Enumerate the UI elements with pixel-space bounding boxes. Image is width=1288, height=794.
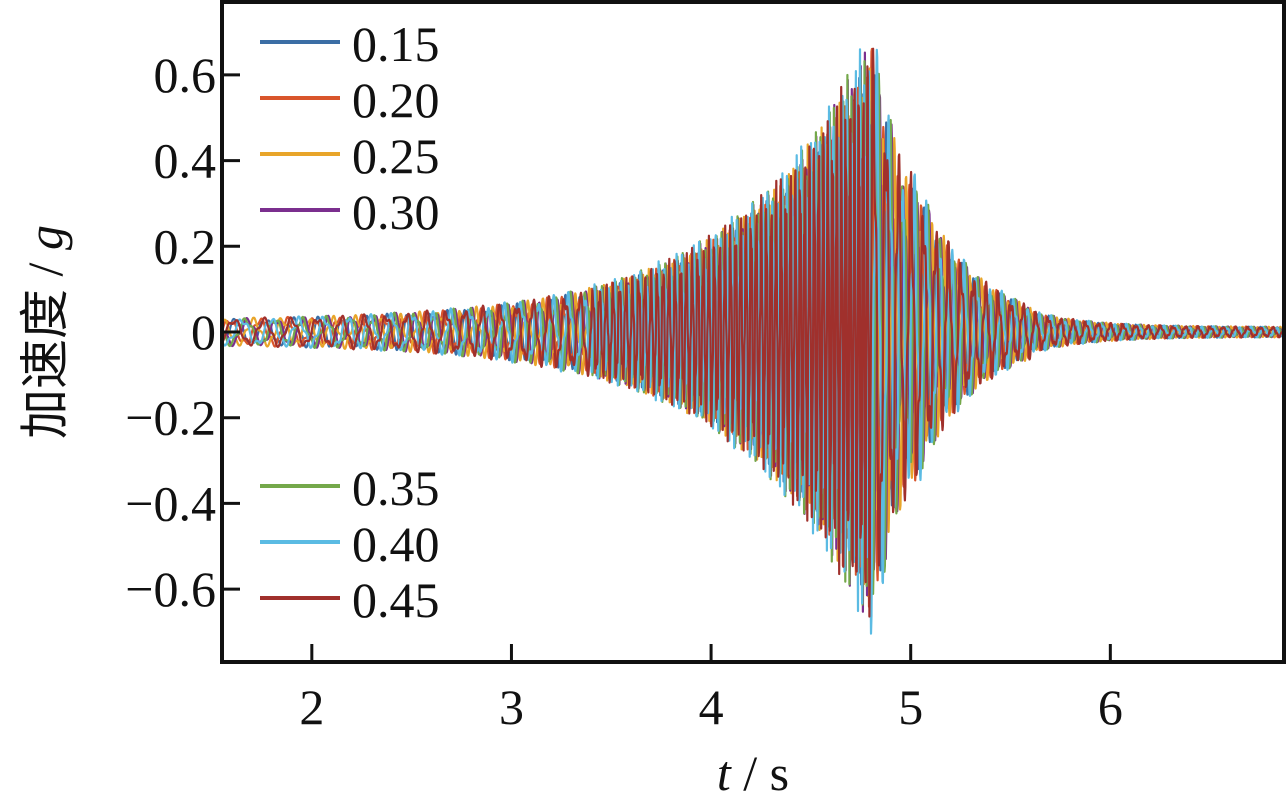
x-tick-label: 5 xyxy=(898,679,923,735)
x-tick-label: 2 xyxy=(299,679,324,735)
legend-label: 0.15 xyxy=(352,16,440,72)
legend-label: 0.35 xyxy=(352,460,440,516)
y-tick-label: −0.2 xyxy=(125,390,216,446)
legend: 0.150.200.250.30 0.350.400.45 xyxy=(260,16,440,628)
y-tick-label: 0.4 xyxy=(154,133,217,189)
y-tick-label: 0.2 xyxy=(154,218,217,274)
legend-label: 0.25 xyxy=(352,128,440,184)
series-line-0.45 xyxy=(222,47,1284,618)
legend-label: 0.20 xyxy=(352,72,440,128)
x-tick-label: 4 xyxy=(699,679,724,735)
x-axis-label: t / s xyxy=(717,745,789,794)
series-layer xyxy=(222,47,1284,635)
legend-label: 0.30 xyxy=(352,184,440,240)
y-axis-label: 加速度 / g xyxy=(17,225,73,439)
legend-label: 0.40 xyxy=(352,516,440,572)
y-tick-label: −0.6 xyxy=(125,561,216,617)
y-tick-label: −0.4 xyxy=(125,475,216,531)
ticks-layer: 2 3 4 5 60.60.40.20−0.2−0.4−0.6 xyxy=(125,47,1123,735)
legend-label: 0.45 xyxy=(352,572,440,628)
x-tick-label: 6 xyxy=(1098,679,1123,735)
y-tick-label: 0.6 xyxy=(154,47,217,103)
y-tick-label: 0 xyxy=(191,304,216,360)
x-tick-label: 3 xyxy=(499,679,524,735)
